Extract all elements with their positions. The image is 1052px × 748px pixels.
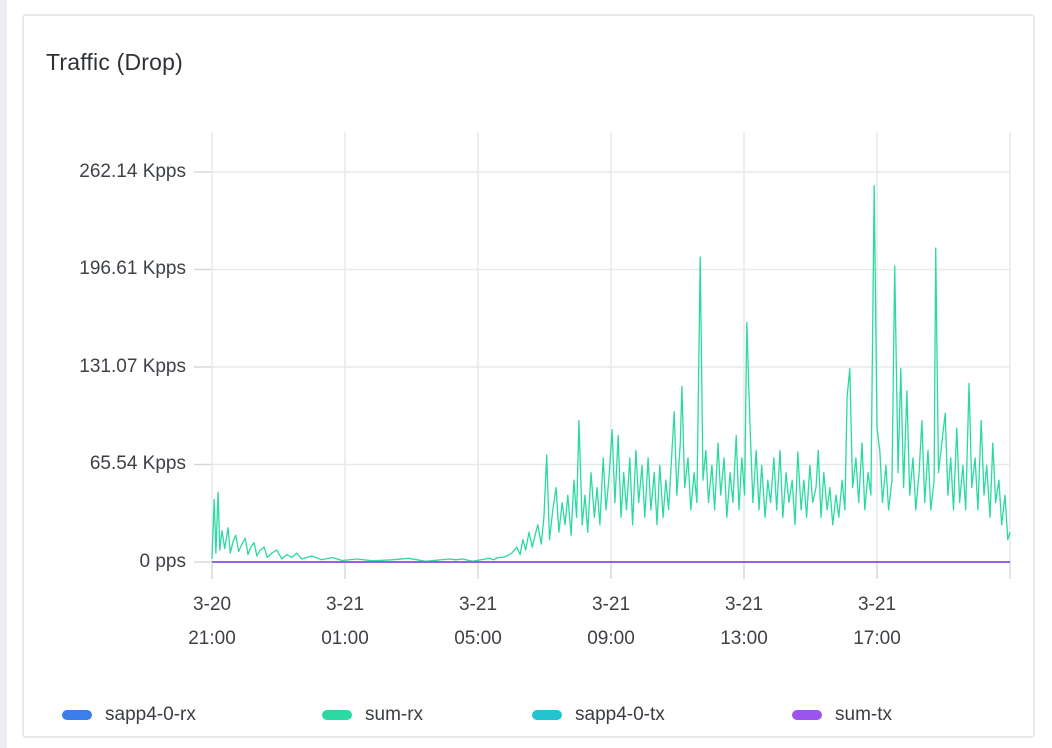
x-axis-label-date: 3-21 [857, 594, 897, 615]
panel-title: Traffic (Drop) [46, 49, 183, 75]
legend-label: sum-rx [365, 704, 424, 725]
y-axis-label: 131.07 Kpps [79, 356, 186, 377]
x-axis-label: 3-20 21:00 [147, 588, 277, 656]
y-axis-label: 65.54 Kpps [89, 453, 186, 475]
series-line-sum-rx [211, 184, 1011, 562]
traffic-panel: Traffic (Drop) 0 pps 65.54 Kpps 131.07 Kpp… [22, 14, 1035, 738]
traffic-chart[interactable]: 0 pps 65.54 Kpps 131.07 Kpps 196.61 Kpps 262… [24, 16, 1033, 736]
legend-item-sum-rx[interactable]: sum-rx [322, 702, 423, 728]
x-axis-label-time: 05:00 [454, 628, 502, 649]
x-axis-label: 3-21 13:00 [679, 588, 809, 656]
legend-label: sapp4-0-rx [105, 704, 196, 725]
x-axis-label-date: 3-21 [591, 594, 631, 615]
legend-label: sum-tx [835, 704, 892, 725]
x-axis-label-time: 13:00 [720, 628, 768, 649]
y-axis-label: 262.14 Kpps [79, 161, 186, 182]
x-axis-label-time: 01:00 [321, 628, 369, 649]
x-axis-label-date: 3-21 [325, 594, 365, 615]
legend-swatch-sum-rx [322, 710, 352, 720]
legend-item-sapp4-0-rx[interactable]: sapp4-0-rx [62, 702, 196, 728]
x-axis-label: 3-21 17:00 [812, 588, 942, 656]
chart-canvas [194, 132, 1011, 579]
y-axis-label: 196.61 Kpps [79, 258, 186, 280]
legend-label: sapp4-0-tx [575, 704, 665, 725]
y-axis-label: 0 pps [139, 551, 186, 572]
chart-legend: sapp4-0-rx sum-rx sapp4-0-tx sum-tx [24, 702, 1033, 732]
legend-item-sum-tx[interactable]: sum-tx [792, 702, 892, 728]
x-axis-label-time: 21:00 [188, 628, 236, 649]
x-axis-label-time: 17:00 [853, 628, 901, 649]
legend-swatch-sum-tx [792, 710, 822, 720]
legend-swatch-sapp4-0-rx [62, 710, 92, 720]
legend-item-sapp4-0-tx[interactable]: sapp4-0-tx [532, 702, 665, 728]
legend-swatch-sapp4-0-tx [532, 710, 562, 720]
window-edge-strip [0, 0, 7, 748]
x-axis-label: 3-21 01:00 [280, 588, 410, 656]
x-axis-label-date: 3-20 [192, 594, 232, 615]
x-axis-label-date: 3-21 [724, 594, 764, 615]
x-axis-label-time: 09:00 [587, 628, 635, 649]
x-axis-label: 3-21 09:00 [546, 588, 676, 656]
x-axis-label-date: 3-21 [458, 594, 498, 615]
x-axis-label: 3-21 05:00 [413, 588, 543, 656]
